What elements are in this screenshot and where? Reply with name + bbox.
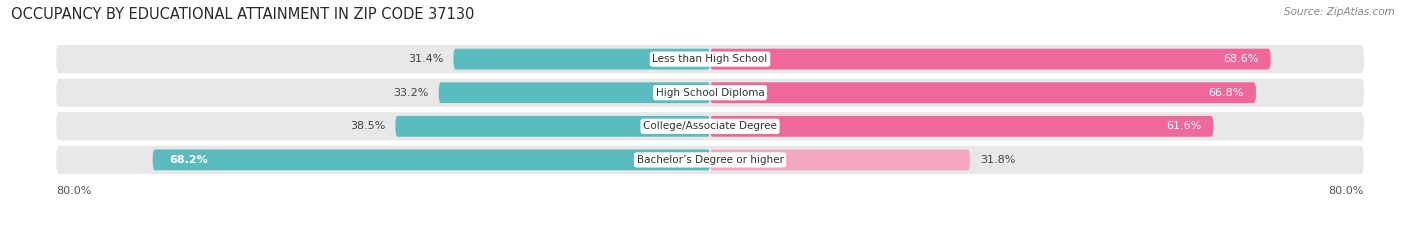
FancyBboxPatch shape bbox=[56, 79, 1364, 107]
FancyBboxPatch shape bbox=[56, 45, 1364, 73]
FancyBboxPatch shape bbox=[439, 82, 710, 103]
FancyBboxPatch shape bbox=[56, 112, 1364, 140]
Text: College/Associate Degree: College/Associate Degree bbox=[643, 121, 778, 131]
Text: 80.0%: 80.0% bbox=[56, 186, 91, 196]
Text: 31.8%: 31.8% bbox=[980, 155, 1015, 165]
Text: 38.5%: 38.5% bbox=[350, 121, 385, 131]
FancyBboxPatch shape bbox=[56, 146, 1364, 174]
Text: 61.6%: 61.6% bbox=[1166, 121, 1201, 131]
FancyBboxPatch shape bbox=[710, 82, 1256, 103]
FancyBboxPatch shape bbox=[453, 49, 710, 69]
Text: Bachelor’s Degree or higher: Bachelor’s Degree or higher bbox=[637, 155, 783, 165]
Text: 31.4%: 31.4% bbox=[408, 54, 444, 64]
Text: 33.2%: 33.2% bbox=[394, 88, 429, 98]
FancyBboxPatch shape bbox=[710, 49, 1271, 69]
Text: High School Diploma: High School Diploma bbox=[655, 88, 765, 98]
Text: 68.6%: 68.6% bbox=[1223, 54, 1258, 64]
FancyBboxPatch shape bbox=[395, 116, 710, 137]
FancyBboxPatch shape bbox=[710, 116, 1213, 137]
Text: OCCUPANCY BY EDUCATIONAL ATTAINMENT IN ZIP CODE 37130: OCCUPANCY BY EDUCATIONAL ATTAINMENT IN Z… bbox=[11, 7, 475, 22]
Text: 68.2%: 68.2% bbox=[169, 155, 208, 165]
Text: Source: ZipAtlas.com: Source: ZipAtlas.com bbox=[1284, 7, 1395, 17]
Text: Less than High School: Less than High School bbox=[652, 54, 768, 64]
FancyBboxPatch shape bbox=[153, 150, 710, 170]
Text: 80.0%: 80.0% bbox=[1329, 186, 1364, 196]
Text: 66.8%: 66.8% bbox=[1208, 88, 1244, 98]
FancyBboxPatch shape bbox=[710, 150, 970, 170]
